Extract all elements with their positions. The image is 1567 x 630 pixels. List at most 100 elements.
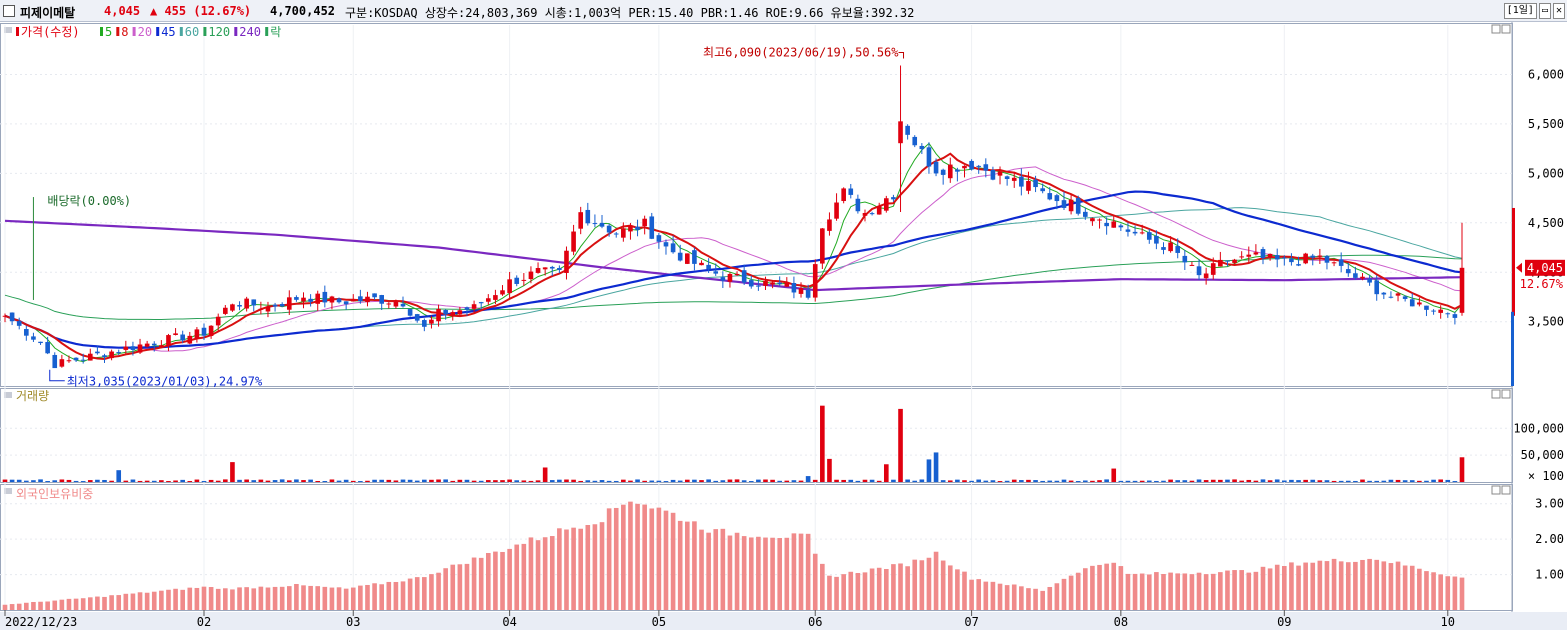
restore-icon[interactable]: ▭ — [1538, 3, 1551, 19]
volume-bar — [365, 480, 370, 482]
date-tick-label: 10 — [1441, 615, 1455, 629]
foreign-ratio-bar — [151, 591, 157, 610]
candle-body — [414, 314, 420, 321]
candle-body — [1353, 273, 1358, 278]
candle-body — [1381, 292, 1387, 295]
candle-body — [87, 353, 93, 361]
volume-bar — [1296, 480, 1301, 482]
panel-close-icon-3[interactable] — [1501, 485, 1511, 495]
volume-bar — [59, 479, 65, 482]
foreign-ratio-bar — [31, 601, 36, 610]
volume-bar — [379, 479, 384, 482]
foreign-ratio-bar — [1054, 583, 1060, 610]
volume-bar — [1061, 479, 1067, 482]
candle-body — [201, 327, 207, 336]
ma240-line — [4, 219, 1463, 292]
candle-body — [748, 280, 754, 287]
volume-bar — [1075, 481, 1081, 482]
foreign-ratio-bar — [699, 529, 704, 610]
volume-bar — [173, 480, 178, 482]
foreign-ratio-bar — [599, 522, 605, 610]
volume-bar — [1260, 479, 1266, 482]
candle-body — [223, 307, 228, 314]
candle-body — [1118, 225, 1124, 228]
candle-body — [535, 268, 541, 273]
candle-body — [1239, 256, 1244, 258]
candle-body — [727, 273, 733, 282]
candle-body — [578, 212, 584, 229]
legend-label: 5 — [105, 25, 112, 39]
volume-bar — [1054, 480, 1060, 482]
foreign-ratio-bar — [500, 551, 505, 610]
foreign-ratio-bar — [1253, 571, 1259, 610]
volume-bar — [80, 481, 86, 482]
volume-bar — [528, 480, 534, 482]
volume-bar — [1409, 480, 1415, 482]
candle-body — [1253, 252, 1259, 255]
foreign-ratio-bar — [1338, 561, 1344, 610]
foreign-ratio-bar — [1452, 576, 1458, 610]
volume-bar — [414, 480, 420, 482]
candle-body — [521, 279, 527, 281]
volume-bar — [1431, 479, 1436, 482]
volume-bar — [95, 479, 100, 482]
volume-bar — [1331, 480, 1337, 482]
candle-body — [1331, 262, 1337, 264]
volume-bar — [464, 479, 470, 482]
candle-body — [841, 188, 846, 202]
period-button[interactable]: [1일] — [1503, 3, 1537, 19]
panel-menu-icon-2 — [4, 392, 12, 398]
volume-bar — [109, 480, 114, 482]
panel-close-icon-2[interactable] — [1501, 389, 1511, 399]
volume-bar — [38, 479, 43, 482]
last-price-label: 4,045 — [1527, 261, 1563, 275]
panel-menu-icon-3 — [4, 488, 12, 494]
candle-body — [514, 277, 520, 284]
candle-body — [891, 197, 896, 200]
foreign-ratio-bar — [1289, 562, 1294, 610]
foreign-ratio-bar — [770, 537, 775, 610]
foreign-ratio-bar — [670, 512, 676, 610]
foreign-ratio-bar — [784, 537, 790, 610]
candle-body — [251, 299, 257, 306]
panel-restore-icon-1[interactable] — [1491, 24, 1501, 34]
volume-bar — [969, 480, 974, 482]
foreign-ratio-bar — [1146, 574, 1152, 610]
candle-body — [812, 264, 818, 298]
panel-restore-icon-2[interactable] — [1491, 389, 1501, 399]
foreign-ratio-bar — [443, 568, 448, 610]
candle-body — [564, 250, 569, 273]
candle-body — [933, 161, 939, 174]
foreign-ratio-bar — [997, 583, 1003, 610]
foreign-ratio-bar — [1097, 564, 1102, 610]
select-checkbox[interactable] — [3, 5, 15, 17]
volume-bar — [2, 479, 8, 482]
foreign-ratio-bar — [1374, 559, 1380, 610]
foreign-ratio-bar — [365, 584, 370, 610]
candle-body — [1026, 180, 1031, 191]
candle-body — [663, 242, 669, 247]
volume-bar — [329, 479, 335, 482]
foreign-ratio-bar — [621, 504, 626, 610]
panel-close-icon-1[interactable] — [1501, 24, 1511, 34]
volume-bar — [947, 480, 953, 482]
price-change: ▲ 455 (12.67%) — [150, 4, 252, 18]
candle-body — [1367, 278, 1372, 283]
candle-body — [258, 308, 264, 310]
volume-bar — [1026, 479, 1031, 482]
panel-restore-icon-3[interactable] — [1491, 485, 1501, 495]
volume-bar — [926, 459, 932, 482]
foreign-ratio-bar — [471, 557, 477, 610]
candle-body — [379, 295, 384, 304]
candle-body — [656, 235, 662, 242]
candle-body — [557, 267, 562, 270]
candle-body — [869, 213, 875, 215]
candle-body — [1438, 309, 1443, 313]
candle-body — [1317, 255, 1323, 257]
candle-body — [1047, 193, 1053, 200]
volume-bar — [763, 479, 768, 482]
foreign-ratio-bar — [1075, 572, 1081, 610]
foreign-ratio-bar — [1139, 573, 1145, 610]
foreign-ratio-bar — [194, 587, 200, 610]
close-icon[interactable]: ✕ — [1552, 3, 1565, 19]
